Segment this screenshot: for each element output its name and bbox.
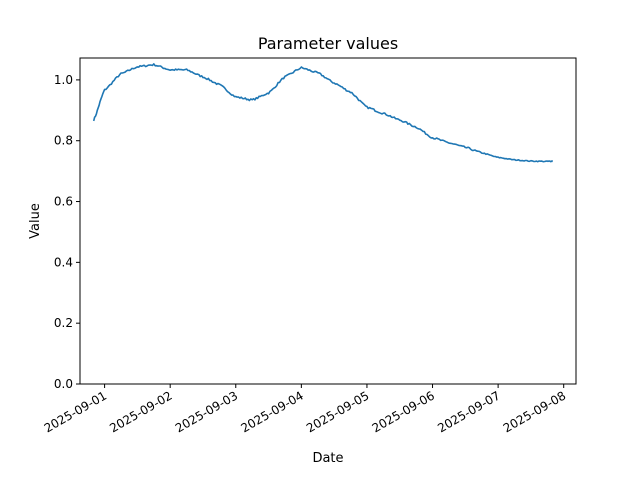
data-point <box>153 64 155 66</box>
data-point <box>481 152 483 154</box>
x-tick-label: 2025-09-05 <box>304 388 371 435</box>
data-point <box>514 159 516 161</box>
chart-title: Parameter values <box>258 34 398 53</box>
data-point <box>317 72 319 74</box>
data-point <box>137 66 139 68</box>
y-tick-label: 1.0 <box>54 73 73 87</box>
data-point <box>383 113 385 115</box>
x-tick-label: 2025-09-07 <box>435 388 502 435</box>
data-point <box>415 126 417 128</box>
y-tick-label: 0.2 <box>54 316 73 330</box>
series-line <box>92 63 554 163</box>
data-point <box>552 160 554 162</box>
y-tick-label: 0.0 <box>54 377 73 391</box>
x-tick-label: 2025-09-04 <box>238 388 305 435</box>
data-point <box>120 73 122 75</box>
data-point <box>366 106 368 108</box>
data-point <box>202 76 204 78</box>
data-point <box>333 82 335 84</box>
axes-frame <box>79 57 577 385</box>
y-tick-label: 0.4 <box>54 255 73 269</box>
data-point <box>497 157 499 159</box>
data-point <box>268 92 270 94</box>
data-point <box>350 91 352 93</box>
data-point <box>465 147 467 149</box>
data-point <box>301 67 303 69</box>
data-point <box>251 99 253 101</box>
x-tick-label: 2025-09-08 <box>501 388 568 435</box>
data-point <box>399 119 401 121</box>
data-point <box>547 161 549 163</box>
y-axis-label: Value <box>28 203 43 239</box>
data-point <box>432 137 434 139</box>
data-point <box>219 84 221 86</box>
data-point <box>530 160 532 162</box>
data-point <box>448 142 450 144</box>
x-axis-label: Date <box>312 451 343 466</box>
x-tick-label: 2025-09-01 <box>42 388 109 435</box>
y-tick-label: 0.6 <box>54 195 73 209</box>
x-tick-label: 2025-09-03 <box>173 388 240 435</box>
data-point <box>186 69 188 71</box>
data-point <box>235 96 237 98</box>
y-tick-label: 0.8 <box>54 134 73 148</box>
data-point <box>284 76 286 78</box>
data-point <box>104 89 106 91</box>
data-point <box>169 69 171 71</box>
x-tick-label: 2025-09-06 <box>370 388 437 435</box>
plot-area <box>92 63 554 163</box>
x-tick-label: 2025-09-02 <box>107 388 174 435</box>
data-point <box>93 119 95 121</box>
